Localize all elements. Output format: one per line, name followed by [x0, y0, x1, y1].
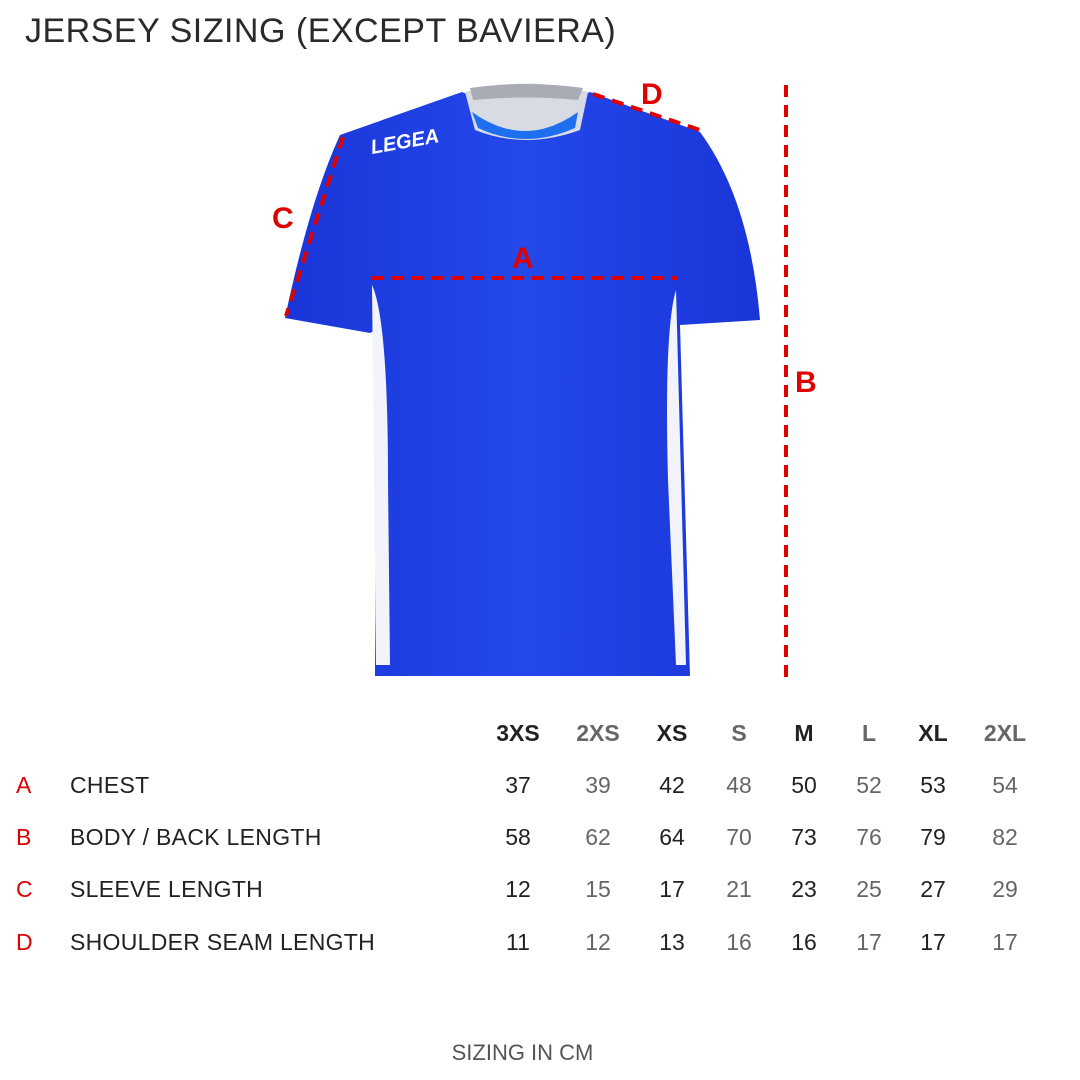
row-letter: C	[16, 876, 33, 902]
table-cell: 29	[992, 876, 1018, 902]
table-cell: 11	[506, 929, 530, 955]
table-cell: 39	[585, 772, 611, 798]
table-cell: 25	[856, 876, 882, 902]
table-cell: 13	[659, 929, 685, 955]
row-name: SLEEVE LENGTH	[70, 876, 264, 902]
size-header-3xs: 3XS	[496, 720, 540, 746]
measure-label-c: C	[272, 202, 294, 235]
measure-label-d: D	[641, 78, 663, 111]
table-cell: 17	[920, 929, 946, 955]
table-cell: 42	[659, 772, 685, 798]
measure-line-c	[284, 136, 345, 317]
row-name: SHOULDER SEAM LENGTH	[70, 929, 376, 955]
jersey-illustration: LEGEA A B C D	[272, 78, 817, 678]
size-header-s: S	[731, 720, 747, 746]
table-cell: 16	[791, 929, 817, 955]
table-cell: 73	[791, 824, 817, 850]
table-cell: 12	[585, 929, 611, 955]
table-cell: 37	[505, 772, 531, 798]
table-cell: 15	[585, 876, 611, 902]
table-cell: 12	[505, 876, 531, 902]
jersey-side-panel-right	[667, 290, 686, 665]
table-cell: 64	[659, 824, 685, 850]
table-cell: 21	[726, 876, 752, 902]
row-letter: A	[16, 772, 32, 798]
size-header-2xs: 2XS	[576, 720, 620, 746]
table-cell: 53	[920, 772, 946, 798]
table-cell: 70	[726, 824, 752, 850]
jersey-side-panel-left	[372, 285, 390, 665]
measure-label-a: A	[512, 242, 534, 275]
row-name: BODY / BACK LENGTH	[70, 824, 322, 850]
row-letter: D	[16, 929, 33, 955]
row-name: CHEST	[70, 772, 150, 798]
jersey-collar-inner	[470, 84, 583, 100]
table-cell: 76	[856, 824, 882, 850]
table-cell: 48	[726, 772, 752, 798]
size-header-l: L	[861, 720, 877, 746]
table-cell: 17	[992, 929, 1018, 955]
size-header-xs: XS	[656, 720, 688, 746]
table-cell: 27	[920, 876, 946, 902]
size-header-m: M	[794, 720, 814, 746]
jersey-collar-trim	[472, 112, 578, 139]
units-note: SIZING IN CM	[451, 1040, 594, 1065]
table-cell: 52	[856, 772, 882, 798]
table-cell: 62	[585, 824, 611, 850]
table-cell: 17	[659, 876, 685, 902]
row-letter: B	[16, 824, 32, 850]
table-cell: 58	[505, 824, 531, 850]
table-cell: 82	[992, 824, 1018, 850]
table-cell: 16	[726, 929, 752, 955]
measure-label-b: B	[795, 366, 817, 399]
table-cell: 79	[920, 824, 946, 850]
page-title: JERSEY SIZING (EXCEPT BAVIERA)	[25, 12, 617, 50]
table-cell: 50	[791, 772, 817, 798]
size-header-2xl: 2XL	[983, 720, 1027, 746]
jersey-body	[285, 92, 760, 676]
size-header-xl: XL	[918, 720, 948, 746]
table-cell: 54	[992, 772, 1018, 798]
table-cell: 17	[856, 929, 882, 955]
table-cell: 23	[791, 876, 817, 902]
